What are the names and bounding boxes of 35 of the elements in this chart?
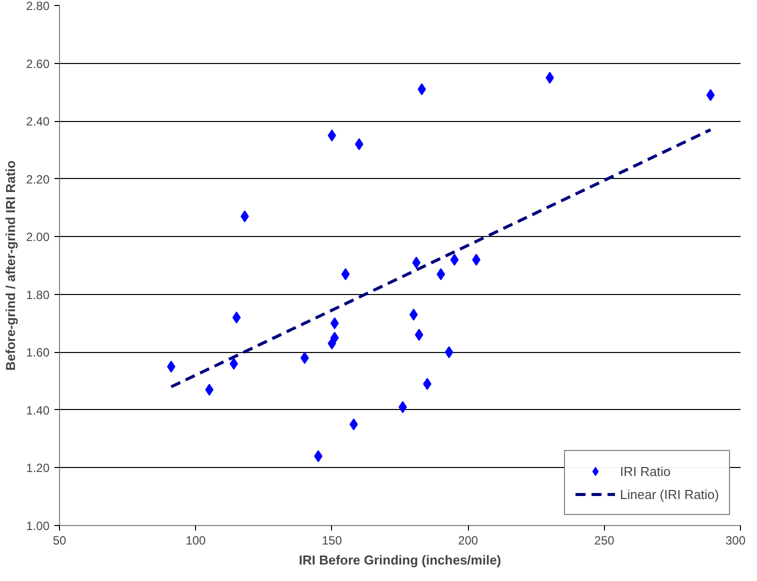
point <box>444 346 454 358</box>
point <box>341 268 350 280</box>
x-tick-label: 100 <box>186 534 206 548</box>
point <box>354 138 364 150</box>
y-tick-label: 2.60 <box>26 56 50 71</box>
point <box>230 358 238 370</box>
point <box>232 312 241 324</box>
y-tick-label: 1.20 <box>26 461 50 476</box>
point <box>409 308 418 321</box>
x-tick-label: 50 <box>52 534 66 548</box>
point <box>414 328 424 341</box>
y-tick-label: 2.40 <box>26 114 50 129</box>
point <box>300 352 309 364</box>
y-tick-label: 2.20 <box>26 172 50 186</box>
x-tick-label: 250 <box>594 534 615 548</box>
point <box>706 89 715 102</box>
x-tick-label: 150 <box>322 534 342 548</box>
x-tick-label: 300 <box>725 534 746 548</box>
legend-label: Linear (IRI Ratio) <box>620 486 719 502</box>
legend-label: IRI Ratio <box>620 464 671 478</box>
y-tick-label: 1.00 <box>26 519 50 533</box>
y-tick-label: 2.80 <box>26 0 50 13</box>
y-tick-label: 1.40 <box>26 403 50 418</box>
point <box>412 256 421 269</box>
point <box>328 130 336 142</box>
point <box>450 254 459 266</box>
y-tick-label: 2.00 <box>26 230 50 244</box>
point <box>436 268 446 280</box>
y-tick-label: 1.80 <box>26 288 50 302</box>
x-axis-title: IRI Before Grinding (inches/mile) <box>298 552 502 568</box>
point <box>330 332 339 344</box>
y-tick-label: 1.60 <box>26 346 50 360</box>
x-tick-label: 200 <box>458 534 478 548</box>
y-axis-title: Before-grind / after-grind IRI Ratio <box>3 160 18 371</box>
point <box>330 317 339 330</box>
